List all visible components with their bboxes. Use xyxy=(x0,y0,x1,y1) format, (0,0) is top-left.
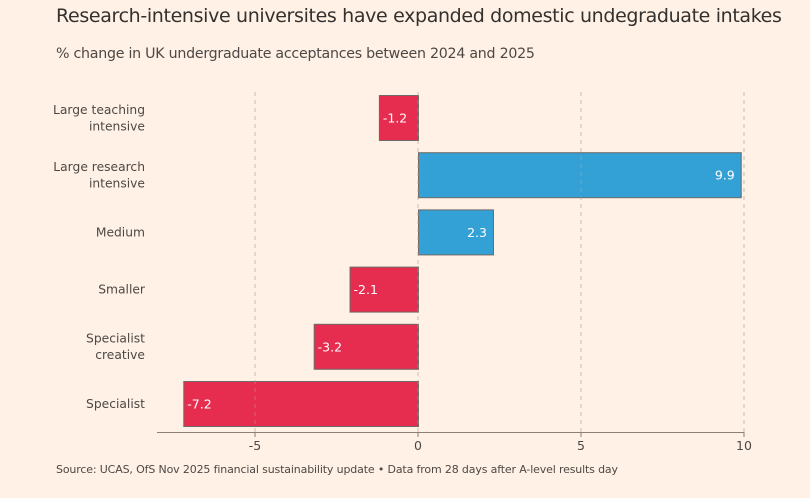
chart-subtitle: % change in UK undergraduate acceptances… xyxy=(56,46,535,62)
data-label: -1.2 xyxy=(383,111,407,126)
source-note: Source: UCAS, OfS Nov 2025 financial sus… xyxy=(56,463,618,476)
category-label: intensive xyxy=(89,176,145,190)
bar xyxy=(378,95,420,141)
bars: -1.2 9.9 2.3 -2.1 -3.2 -7.2 xyxy=(183,95,742,427)
data-label: -3.2 xyxy=(318,339,342,354)
bar xyxy=(349,266,420,313)
data-label: -7.2 xyxy=(187,397,211,412)
category-label: Large research xyxy=(53,160,145,174)
data-label: 2.3 xyxy=(467,225,487,240)
category-label: intensive xyxy=(89,119,145,133)
x-axis: -5 0 5 10 xyxy=(157,432,752,453)
data-label: 9.9 xyxy=(715,168,735,183)
category-label: Specialist xyxy=(86,397,145,411)
data-label: -2.1 xyxy=(354,282,378,297)
category-label: Specialist xyxy=(86,332,145,346)
category-labels: Large teaching intensive Large research int… xyxy=(53,103,146,411)
x-tick-label: -5 xyxy=(249,438,261,453)
x-tick-label: 5 xyxy=(577,438,585,453)
x-tick-label: 10 xyxy=(736,438,752,453)
category-label: Large teaching xyxy=(53,103,145,117)
gridlines xyxy=(254,92,745,432)
bar xyxy=(183,381,419,427)
category-label: creative xyxy=(95,348,145,362)
category-label: Medium xyxy=(96,225,145,239)
bar xyxy=(313,323,419,370)
chart-title: Research-intensive universites have expa… xyxy=(56,5,782,27)
category-label: Smaller xyxy=(98,283,146,297)
x-tick-label: 0 xyxy=(414,438,422,453)
bar xyxy=(418,209,494,256)
gridlines-overlay xyxy=(254,92,745,432)
bar xyxy=(418,152,742,199)
